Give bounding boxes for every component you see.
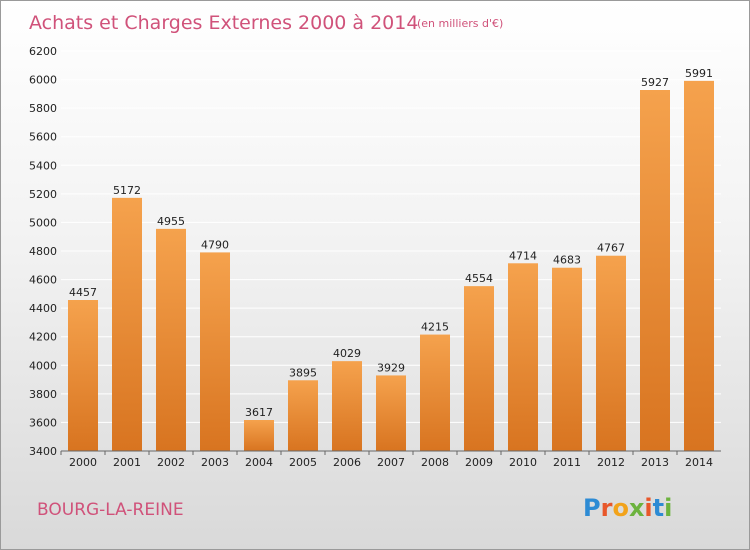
x-tick-label: 2009 — [465, 456, 493, 469]
x-tick-label: 2000 — [69, 456, 97, 469]
y-tick-label: 4800 — [29, 245, 57, 258]
bar-2000 — [68, 300, 98, 451]
x-tick-label: 2013 — [641, 456, 669, 469]
city-label: BOURG-LA-REINE — [37, 500, 184, 520]
bar-2002 — [156, 228, 186, 451]
x-tick-label: 2003 — [201, 456, 229, 469]
value-label: 4457 — [69, 286, 97, 299]
value-label: 3929 — [377, 361, 405, 374]
proxiti-logo: Proxiti — [583, 494, 672, 522]
y-tick-label: 3600 — [29, 416, 57, 429]
x-tick-label: 2001 — [113, 456, 141, 469]
bar-2004 — [244, 420, 274, 451]
value-label: 4767 — [597, 242, 625, 255]
x-tick-label: 2007 — [377, 456, 405, 469]
value-labels: 4457 5172 4955 4790 3617 3895 4029 3929 4215 4554… — [69, 67, 713, 419]
value-label: 4029 — [333, 347, 361, 360]
value-label: 4683 — [553, 254, 581, 267]
value-label: 4554 — [465, 272, 493, 285]
x-tick-label: 2012 — [597, 456, 625, 469]
x-tick-label: 2011 — [553, 456, 581, 469]
y-tick-label: 4200 — [29, 331, 57, 344]
bar-2010 — [508, 263, 538, 451]
value-label: 4215 — [421, 321, 449, 334]
y-tick-label: 4400 — [29, 302, 57, 315]
bar-2009 — [464, 286, 494, 451]
y-tick-label: 6200 — [29, 45, 57, 58]
value-label: 4955 — [157, 215, 185, 228]
chart-title: Achats et Charges Externes 2000 à 2014 — [29, 12, 418, 34]
bar-2013 — [640, 90, 670, 451]
chart-subtitle: (en milliers d'€) — [417, 17, 503, 30]
y-axis-ticks: 3400 3600 3800 4000 4200 4400 4600 4800 5000 5200… — [29, 45, 57, 458]
bar-2003 — [200, 252, 230, 451]
value-label: 4714 — [509, 249, 537, 262]
y-tick-label: 5600 — [29, 131, 57, 144]
bar-2008 — [420, 334, 450, 451]
y-tick-label: 5000 — [29, 216, 57, 229]
value-label: 4790 — [201, 238, 229, 251]
value-label: 3895 — [289, 366, 317, 379]
bar-2005 — [288, 380, 318, 451]
bars — [68, 80, 714, 451]
x-tick-label: 2002 — [157, 456, 185, 469]
y-tick-label: 6000 — [29, 74, 57, 87]
y-tick-label: 5800 — [29, 102, 57, 115]
brand-logo-text: Proxiti — [583, 494, 672, 522]
bar-2011 — [552, 267, 582, 451]
y-tick-label: 3400 — [29, 445, 57, 458]
bar-2001 — [112, 197, 142, 451]
x-tick-label: 2008 — [421, 456, 449, 469]
y-tick-label: 5200 — [29, 188, 57, 201]
value-label: 3617 — [245, 406, 273, 419]
x-tick-label: 2014 — [685, 456, 713, 469]
x-tick-label: 2006 — [333, 456, 361, 469]
x-tick-label: 2010 — [509, 456, 537, 469]
x-tick-label: 2005 — [289, 456, 317, 469]
value-label: 5991 — [685, 67, 713, 80]
y-tick-label: 4000 — [29, 359, 57, 372]
x-tick-label: 2004 — [245, 456, 273, 469]
value-label: 5172 — [113, 184, 141, 197]
value-label: 5927 — [641, 76, 669, 89]
x-axis-ticks: 2000 2001 2002 2003 2004 2005 2006 2007 2008 2009… — [60, 451, 713, 469]
bar-2014 — [684, 80, 714, 451]
bar-2007 — [376, 375, 406, 451]
bar-2012 — [596, 255, 626, 451]
y-tick-label: 5400 — [29, 159, 57, 172]
y-tick-label: 4600 — [29, 274, 57, 287]
bar-2006 — [332, 361, 362, 451]
y-tick-label: 3800 — [29, 388, 57, 401]
